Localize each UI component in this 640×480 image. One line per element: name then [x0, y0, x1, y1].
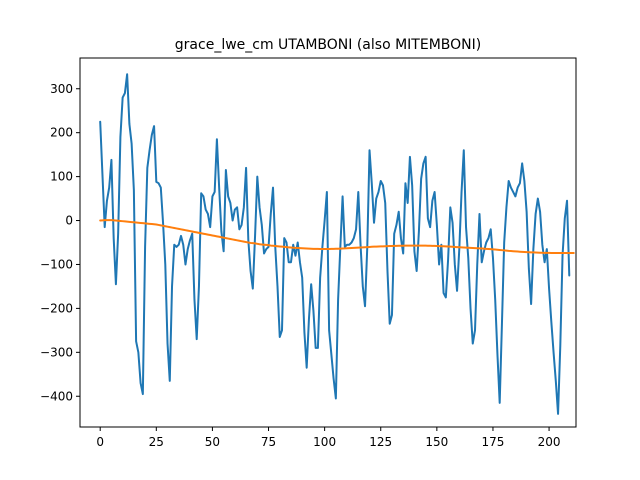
- x-tick-label: 0: [96, 435, 104, 449]
- y-tick-label: −200: [40, 301, 73, 315]
- x-tick-label: 50: [205, 435, 220, 449]
- y-tick-label: 100: [50, 170, 73, 184]
- series-line-1: [99, 73, 571, 415]
- chart-title: grace_lwe_cm UTAMBONI (also MITEMBONI): [175, 37, 481, 53]
- plot-area-frame: [79, 57, 577, 428]
- x-tick-label: 100: [313, 435, 336, 449]
- series-layer: [99, 73, 575, 415]
- x-tick-label: 200: [538, 435, 561, 449]
- x-tick-label: 150: [425, 435, 448, 449]
- y-tick-label: 300: [50, 82, 73, 96]
- x-tick-label: 175: [482, 435, 505, 449]
- y-tick-label: 200: [50, 126, 73, 140]
- y-tick-label: −100: [40, 257, 73, 271]
- x-tick-label: 75: [261, 435, 276, 449]
- ticks-layer: 0 25 50 75 100 125 150 175 200 −400 −300 −200 −100 0 1…: [40, 82, 560, 449]
- series-line-2: [99, 219, 575, 255]
- x-tick-label: 125: [369, 435, 392, 449]
- x-tick-label: 25: [149, 435, 164, 449]
- y-tick-label: −300: [40, 345, 73, 359]
- y-tick-label: −400: [40, 389, 73, 403]
- y-tick-label: 0: [65, 214, 73, 228]
